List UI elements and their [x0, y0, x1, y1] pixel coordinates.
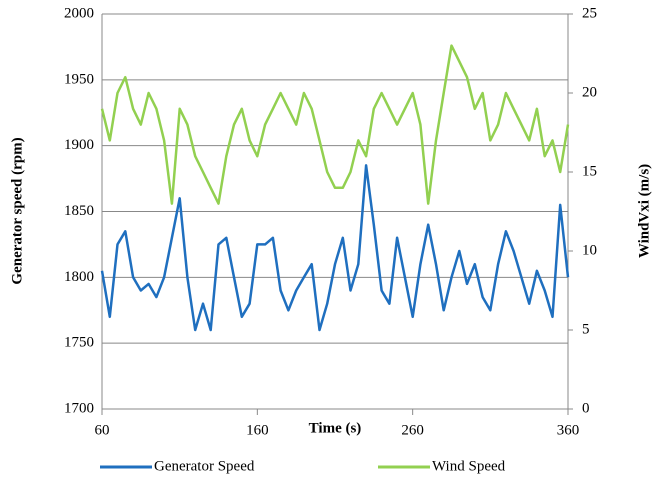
y-tick-label: 1800 [64, 269, 94, 285]
y2-tick-label: 15 [582, 163, 597, 179]
y-tick-label: 2000 [64, 5, 94, 21]
y2-tick-label: 25 [582, 5, 597, 21]
y-tick-label: 1900 [64, 137, 94, 153]
series-line [100, 164, 570, 332]
y2-tick-label: 20 [582, 84, 597, 100]
series-line [100, 44, 570, 205]
legend-label: Generator Speed [154, 458, 255, 474]
y-tick-label: 1950 [64, 71, 94, 87]
y-tick-label: 1750 [64, 335, 94, 351]
y2-axis-title: WindVxi (m/s) [636, 164, 652, 258]
y2-tick-label: 5 [582, 321, 590, 337]
y-tick-label: 1700 [64, 400, 94, 416]
y-axis-title: Generator speed (rpm) [9, 137, 25, 284]
x-axis-title: Time (s) [309, 420, 362, 436]
x-tick-label: 60 [95, 422, 110, 438]
x-tick-label: 360 [557, 422, 580, 438]
y2-tick-label: 0 [582, 400, 590, 416]
x-tick-label: 260 [401, 422, 424, 438]
x-tick-label: 160 [246, 422, 269, 438]
y2-tick-label: 10 [582, 242, 597, 258]
legend-label: Wind Speed [432, 458, 506, 474]
y-tick-label: 1850 [64, 203, 94, 219]
